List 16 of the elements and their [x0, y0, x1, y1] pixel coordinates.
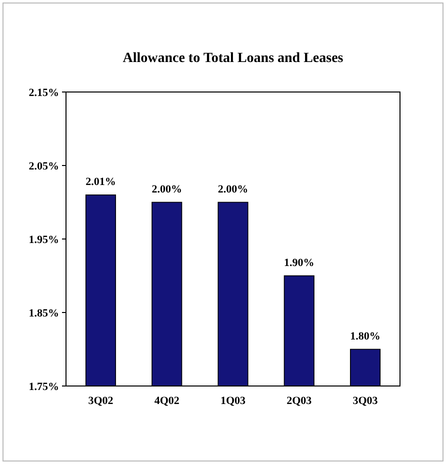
- x-tick-label: 2Q03: [286, 395, 312, 407]
- x-tick-label: 1Q03: [220, 395, 246, 407]
- data-label: 1.90%: [284, 256, 314, 269]
- x-tick-label: 3Q02: [88, 395, 114, 407]
- data-label: 1.80%: [350, 330, 380, 342]
- y-tick-label: 1.85%: [28, 307, 59, 320]
- y-tick-label: 2.15%: [28, 86, 59, 99]
- x-tick-label: 3Q03: [352, 395, 378, 407]
- x-tick-label: 4Q02: [154, 395, 180, 407]
- data-label: 2.01%: [86, 176, 116, 188]
- data-label: 2.00%: [152, 183, 182, 196]
- y-tick-label: 1.75%: [28, 380, 59, 393]
- y-tick-label: 2.05%: [28, 160, 59, 172]
- data-label: 2.00%: [218, 183, 248, 196]
- y-tick-label: 1.95%: [28, 234, 59, 246]
- chart-title: Allowance to Total Loans and Leases: [122, 51, 344, 66]
